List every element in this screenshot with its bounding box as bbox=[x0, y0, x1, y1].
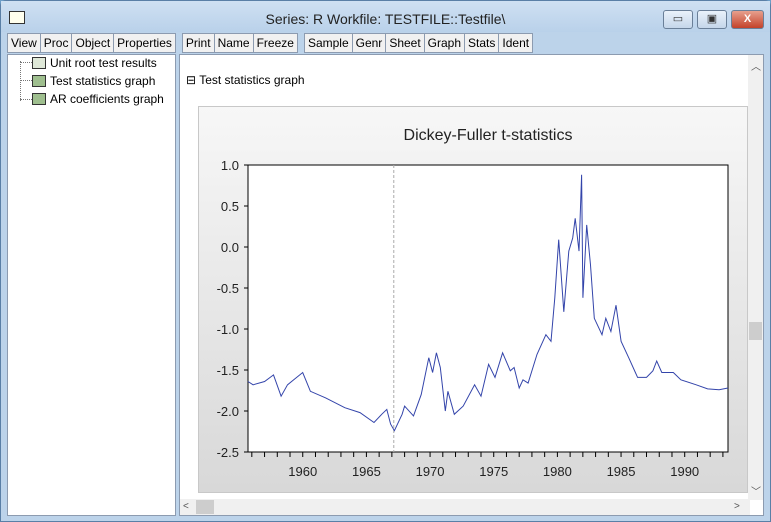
x-tick-label: 1960 bbox=[288, 464, 317, 479]
chart-title: Dickey-Fuller t-statistics bbox=[404, 127, 573, 144]
series-line bbox=[247, 174, 729, 432]
tree-label: AR coefficients graph bbox=[50, 92, 164, 106]
toolbar-button-print[interactable]: Print bbox=[181, 33, 215, 53]
minimize-button[interactable]: ▭ bbox=[663, 10, 693, 29]
y-tick-label: -2.0 bbox=[217, 404, 239, 419]
toolbar-button-freeze[interactable]: Freeze bbox=[253, 33, 298, 53]
x-tick-label: 1965 bbox=[352, 464, 381, 479]
toolbar-button-sample[interactable]: Sample bbox=[303, 33, 353, 53]
toolbar-button-name[interactable]: Name bbox=[214, 33, 254, 53]
tree-item-unit-root-results[interactable]: Unit root test results bbox=[32, 56, 157, 70]
toolbar: View Proc Object Properties Print Name Freeze S… bbox=[7, 33, 534, 53]
toolbar-button-properties[interactable]: Properties bbox=[114, 33, 176, 53]
scroll-down-icon[interactable]: ﹀ bbox=[751, 487, 761, 498]
scroll-right-icon[interactable]: > bbox=[734, 501, 740, 512]
y-tick-label: -1.5 bbox=[217, 363, 239, 378]
toolbar-button-genr[interactable]: Genr bbox=[352, 33, 387, 53]
pane-splitter[interactable] bbox=[176, 54, 179, 516]
graph-icon bbox=[32, 75, 46, 87]
toolbar-button-sheet[interactable]: Sheet bbox=[386, 33, 425, 53]
close-button[interactable]: X bbox=[731, 10, 764, 29]
table-icon bbox=[32, 57, 46, 69]
tree-label: Unit root test results bbox=[50, 56, 157, 70]
toolbar-button-proc[interactable]: Proc bbox=[40, 33, 73, 53]
x-tick-label: 1985 bbox=[607, 464, 636, 479]
scroll-left-icon[interactable]: < bbox=[183, 501, 189, 512]
df-tstat-chart: Dickey-Fuller t-statistics 1.0 0.5 0.0 -0.5 -… bbox=[217, 127, 729, 479]
maximize-button[interactable]: ▣ bbox=[697, 10, 727, 29]
y-tick-label: -2.5 bbox=[217, 445, 239, 460]
tree-item-ar-coefficients-graph[interactable]: AR coefficients graph bbox=[32, 92, 164, 106]
series-icon bbox=[9, 11, 25, 24]
tree-connector bbox=[20, 61, 32, 101]
y-tick-label: 0.5 bbox=[221, 199, 239, 214]
toolbar-button-graph[interactable]: Graph bbox=[424, 33, 466, 53]
vertical-scroll-thumb[interactable] bbox=[749, 322, 762, 340]
toolbar-button-stats[interactable]: Stats bbox=[465, 33, 500, 53]
y-tick-label: 0.0 bbox=[221, 240, 239, 255]
toolbar-button-view[interactable]: View bbox=[7, 33, 41, 53]
y-tick-label: 1.0 bbox=[221, 158, 239, 173]
toolbar-button-ident[interactable]: Ident bbox=[499, 33, 534, 53]
chart-frame: Dickey-Fuller t-statistics 1.0 0.5 0.0 -0.5 -… bbox=[198, 106, 748, 493]
scroll-up-icon[interactable]: ︿ bbox=[751, 62, 761, 73]
tree-item-test-statistics-graph[interactable]: Test statistics graph bbox=[32, 74, 155, 88]
x-tick-label: 1975 bbox=[479, 464, 508, 479]
output-pane: ⊟ Test statistics graph Dickey-Fuller t-… bbox=[179, 54, 764, 516]
x-tick-label: 1970 bbox=[416, 464, 445, 479]
graph-icon bbox=[32, 93, 46, 105]
plot-area bbox=[247, 164, 729, 453]
window-title: Series: R Workfile: TESTFILE::Testfile\ bbox=[265, 11, 506, 27]
vertical-scrollbar[interactable]: ︿ ﹀ bbox=[748, 55, 763, 500]
section-header[interactable]: ⊟ Test statistics graph bbox=[186, 73, 305, 87]
collapse-icon[interactable]: ⊟ bbox=[186, 73, 197, 87]
horizontal-scrollbar[interactable]: < > bbox=[180, 499, 750, 515]
title-bar[interactable]: Series: R Workfile: TESTFILE::Testfile\ … bbox=[1, 1, 770, 32]
section-label: Test statistics graph bbox=[199, 73, 305, 87]
horizontal-scroll-thumb[interactable] bbox=[196, 500, 214, 514]
y-tick-label: -1.0 bbox=[217, 322, 239, 337]
tree-label: Test statistics graph bbox=[50, 74, 156, 88]
object-tree: Unit root test results Test statistics g… bbox=[7, 54, 176, 516]
toolbar-button-object[interactable]: Object bbox=[72, 33, 115, 53]
x-tick-label: 1990 bbox=[670, 464, 699, 479]
y-tick-label: -0.5 bbox=[217, 281, 239, 296]
x-tick-label: 1980 bbox=[543, 464, 572, 479]
